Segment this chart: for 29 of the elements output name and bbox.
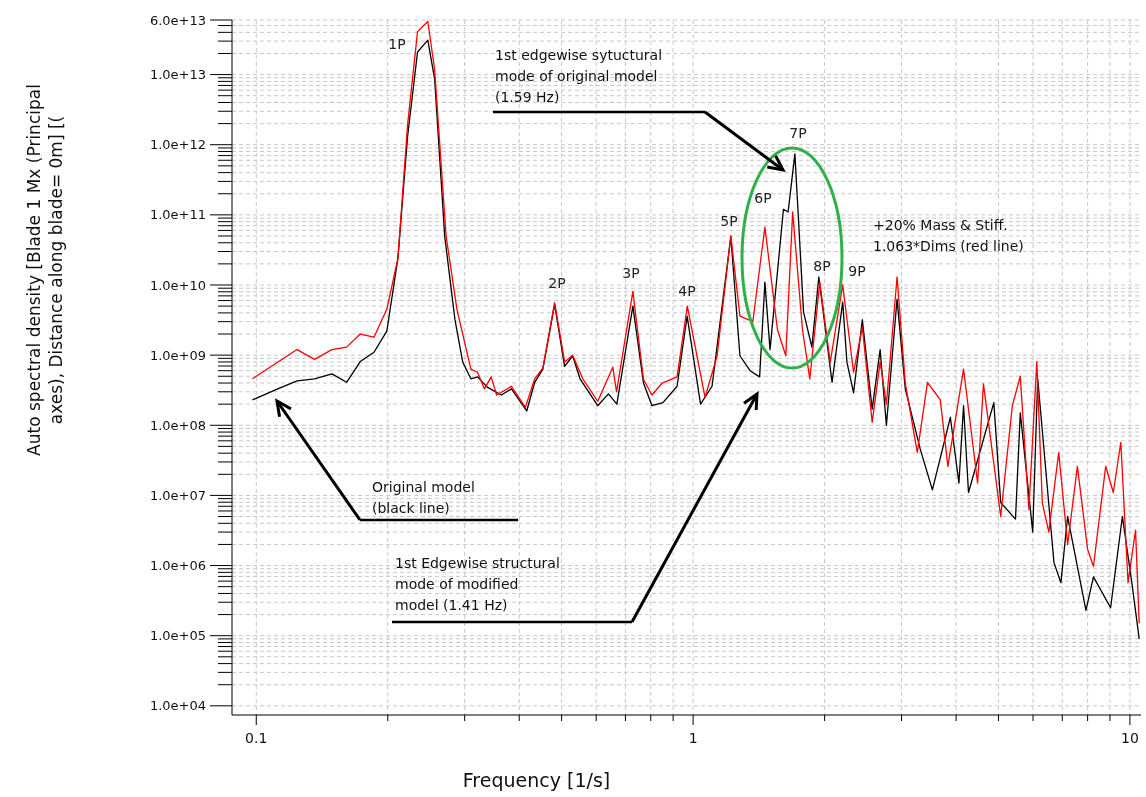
annotation: 1st edgewise sytuctural mode of original model (1.59 Hz)	[495, 47, 663, 105]
x-tick-label: 0.1	[245, 730, 268, 746]
y-tick-label: 1.0e+05	[149, 628, 206, 644]
y-tick-label: 1.0e+09	[149, 347, 206, 363]
annotation: 8P	[813, 257, 831, 274]
annotation: 3P	[622, 264, 640, 281]
annotation: 1P	[388, 35, 406, 52]
y-tick-label: 6.0e+13	[149, 12, 206, 28]
annotation: 9P	[848, 262, 866, 279]
x-axis-title: Frequency [1/s]	[462, 769, 611, 791]
annotation: 5P	[720, 212, 738, 229]
annotation: 7P	[789, 124, 807, 141]
y-tick-label: 1.0e+13	[149, 67, 206, 83]
annotation: 1st Edgewise structural mode of modified model (1.41 Hz)	[395, 555, 560, 613]
annotation: 2P	[548, 274, 566, 291]
y-axis-title: Auto spectral density [Blade 1 Mx (Principal axes), Distance along blade= 0m] [(	[24, 84, 66, 456]
y-tick-label: 1.0e+12	[149, 137, 206, 153]
y-tick-label: 1.0e+04	[149, 698, 206, 714]
annotation: Original model (black line)	[372, 479, 475, 516]
y-tick-label: 1.0e+07	[149, 487, 206, 503]
x-tick-label: 1	[688, 730, 698, 746]
annotation: +20% Mass & Stiff. 1.063*Dims (red line)	[873, 217, 1024, 254]
y-tick-label: 1.0e+10	[149, 277, 206, 293]
annotation: 6P	[754, 189, 772, 206]
annotation: 4P	[678, 282, 696, 299]
y-tick-label: 1.0e+06	[149, 558, 206, 574]
y-tick-label: 1.0e+08	[149, 417, 206, 433]
y-tick-label: 1.0e+11	[149, 207, 206, 223]
x-tick-label: 10	[1121, 730, 1139, 746]
